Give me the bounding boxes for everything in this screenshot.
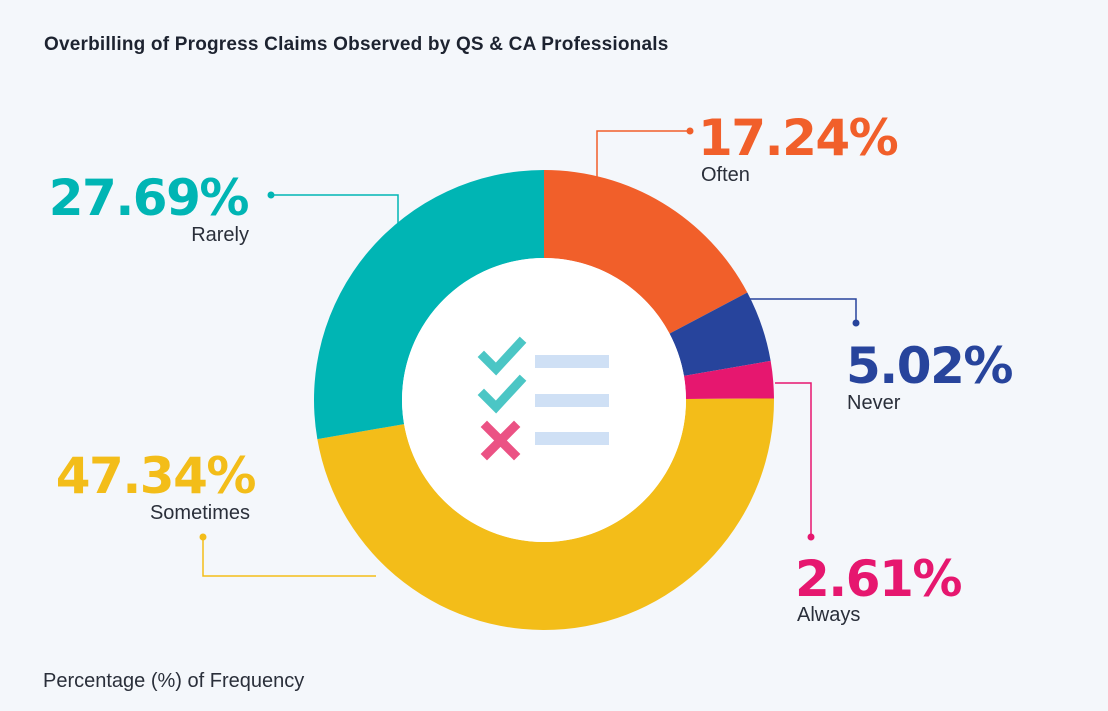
checklist-icon xyxy=(477,336,609,461)
category-label-sometimes: Sometimes xyxy=(150,502,250,524)
slice-often xyxy=(544,170,748,334)
leader-line-often xyxy=(596,130,690,178)
check-icon xyxy=(477,374,609,414)
slice-never xyxy=(669,292,771,376)
leader-line-always xyxy=(775,382,812,537)
leader-dot-often xyxy=(686,127,694,135)
leader-dot-never xyxy=(852,319,860,327)
category-label-often: Often xyxy=(701,164,750,186)
leader-lines xyxy=(199,127,860,577)
category-label-rarely: Rarely xyxy=(191,224,249,246)
value-label-sometimes: 47.34% xyxy=(56,447,256,505)
slice-always xyxy=(683,360,774,400)
leader-dot-rarely xyxy=(267,191,275,199)
data-labels: 17.24% Often 5.02% Never 2.61% Always 47… xyxy=(49,109,1014,626)
category-label-always: Always xyxy=(797,604,860,626)
value-label-rarely: 27.69% xyxy=(49,169,249,227)
chart-title: Overbilling of Progress Claims Observed … xyxy=(44,34,669,55)
value-label-always: 2.61% xyxy=(795,550,961,608)
slice-rarely xyxy=(314,170,544,440)
list-line xyxy=(535,432,609,445)
category-label-never: Never xyxy=(847,392,901,414)
value-label-often: 17.24% xyxy=(698,109,898,167)
leader-dot-sometimes xyxy=(199,533,207,541)
value-label-never: 5.02% xyxy=(846,337,1012,395)
chart-caption: Percentage (%) of Frequency xyxy=(43,670,305,692)
leader-line-sometimes xyxy=(202,537,376,577)
leader-line-rarely xyxy=(271,194,399,224)
leader-dot-always xyxy=(807,533,815,541)
slice-sometimes xyxy=(317,398,774,630)
list-line xyxy=(535,355,609,368)
donut-slices xyxy=(314,170,774,630)
leader-line-never xyxy=(750,298,857,323)
cross-icon xyxy=(480,420,609,461)
list-line xyxy=(535,394,609,407)
check-icon xyxy=(477,336,609,376)
